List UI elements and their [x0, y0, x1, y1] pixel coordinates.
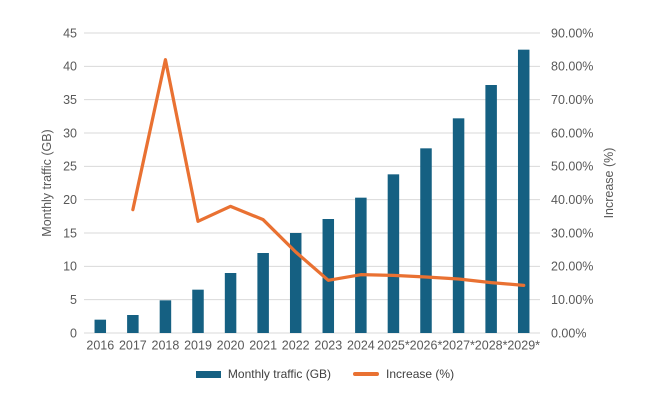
right-tick-label: 10.00% [551, 293, 593, 307]
left-tick-label: 40 [63, 60, 77, 74]
right-tick-label: 50.00% [551, 160, 593, 174]
x-tick-label: 2029* [507, 339, 540, 353]
legend-item-monthly-traffic: Monthly traffic (GB) [195, 367, 332, 381]
left-tick-label: 0 [70, 326, 77, 340]
left-tick-label: 15 [63, 226, 77, 240]
bar-2020 [224, 273, 237, 333]
x-tick-label: 2023 [314, 339, 342, 353]
x-axis-tick-labels: 2016 2017 2018 2019 2020 2021 2022 2023 2024 2025… [86, 339, 540, 353]
bar-2021 [257, 253, 269, 333]
left-axis-title: Monthly traffic (GB) [40, 129, 54, 237]
right-tick-label: 60.00% [551, 126, 593, 140]
legend-label-increase: Increase (%) [386, 367, 455, 381]
right-axis-title: Increase (%) [602, 147, 616, 219]
bar-2019 [192, 289, 204, 333]
bar-2022 [289, 233, 302, 333]
bar-2024 [355, 197, 367, 333]
left-tick-label: 30 [63, 126, 77, 140]
right-tick-label: 80.00% [551, 60, 593, 74]
right-tick-label: 30.00% [551, 226, 593, 240]
x-tick-label: 2020 [217, 339, 245, 353]
bar-2016 [94, 319, 107, 333]
chart-legend: Monthly traffic (GB) Increase (%) [0, 365, 650, 383]
x-tick-label: 2016 [86, 339, 114, 353]
x-tick-label: 2024 [347, 339, 375, 353]
x-tick-label: 2025* [377, 339, 410, 353]
x-tick-label: 2028* [475, 339, 508, 353]
right-tick-label: 90.00% [551, 26, 593, 40]
legend-line-swatch-icon [353, 372, 380, 376]
right-tick-label: 70.00% [551, 93, 593, 107]
left-tick-label: 10 [63, 260, 77, 274]
bar-2026* [420, 148, 432, 333]
bar-2025* [387, 174, 400, 333]
bar-2028* [485, 85, 497, 333]
increase-line-series [131, 58, 526, 287]
legend-bar-swatch-icon [195, 370, 221, 378]
bar-2018 [159, 300, 172, 333]
left-axis-tick-labels: 0 5 10 15 20 25 30 35 40 45 [63, 26, 77, 340]
x-tick-label: 2021 [249, 339, 277, 353]
bar-2017 [127, 315, 139, 333]
gridlines [84, 32, 540, 334]
legend-item-increase: Increase (%) [353, 367, 454, 381]
right-tick-label: 40.00% [551, 193, 593, 207]
left-tick-label: 45 [63, 26, 77, 40]
x-tick-label: 2027* [442, 339, 475, 353]
x-tick-label: 2017 [119, 339, 147, 353]
bar-2029* [517, 49, 530, 334]
bar-series-monthly-traffic [94, 49, 530, 334]
right-tick-label: 20.00% [551, 260, 593, 274]
left-tick-label: 35 [63, 93, 77, 107]
left-tick-label: 25 [63, 160, 77, 174]
bar-2023 [322, 219, 335, 333]
left-tick-label: 20 [63, 193, 77, 207]
x-tick-label: 2022 [282, 339, 310, 353]
left-tick-label: 5 [70, 293, 77, 307]
x-tick-label: 2018 [152, 339, 180, 353]
x-tick-label: 2019 [184, 339, 212, 353]
bar-2027* [452, 118, 465, 333]
right-axis-tick-labels: 0.00% 10.00% 20.00% 30.00% 40.00% 50.00% 60.00… [551, 26, 593, 340]
legend-label-monthly-traffic: Monthly traffic (GB) [227, 367, 332, 381]
x-tick-label: 2026* [410, 339, 443, 353]
right-tick-label: 0.00% [551, 326, 586, 340]
